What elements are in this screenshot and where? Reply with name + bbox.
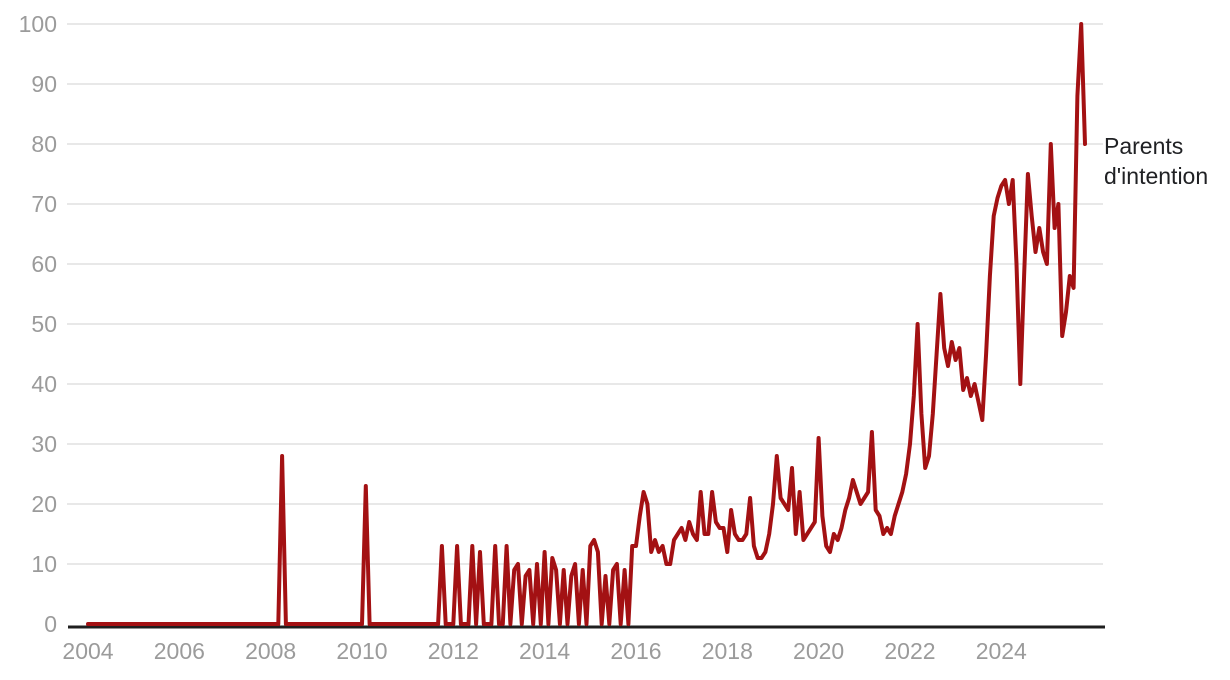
y-axis-tick-label: 10 (31, 551, 57, 577)
y-axis-tick-label: 0 (44, 611, 57, 637)
y-axis-tick-label: 60 (31, 251, 57, 277)
y-axis-tick-label: 20 (31, 491, 57, 517)
y-axis-tick-label: 80 (31, 131, 57, 157)
y-axis-tick-label: 50 (31, 311, 57, 337)
y-axis-tick-label: 90 (31, 71, 57, 97)
x-axis-tick-label: 2004 (62, 638, 113, 664)
x-axis-tick-label: 2016 (610, 638, 661, 664)
x-axis-tick-label: 2018 (702, 638, 753, 664)
series-label-line2: d'intention (1104, 163, 1209, 189)
x-axis-tick-label: 2008 (245, 638, 296, 664)
x-axis-tick-label: 2024 (976, 638, 1027, 664)
y-axis-tick-label: 30 (31, 431, 57, 457)
x-axis-tick-label: 2012 (428, 638, 479, 664)
series-label: Parents d'intention (1104, 131, 1208, 191)
x-axis-tick-label: 2006 (154, 638, 205, 664)
y-axis-tick-label: 70 (31, 191, 57, 217)
series-label-line1: Parents (1104, 133, 1184, 159)
x-axis-tick-label: 2010 (336, 638, 387, 664)
y-axis-tick-label: 40 (31, 371, 57, 397)
y-axis-tick-label: 100 (19, 11, 57, 37)
x-axis-tick-label: 2014 (519, 638, 570, 664)
trend-line (86, 22, 1087, 626)
x-axis-tick-label: 2020 (793, 638, 844, 664)
x-axis-tick-label: 2022 (884, 638, 935, 664)
